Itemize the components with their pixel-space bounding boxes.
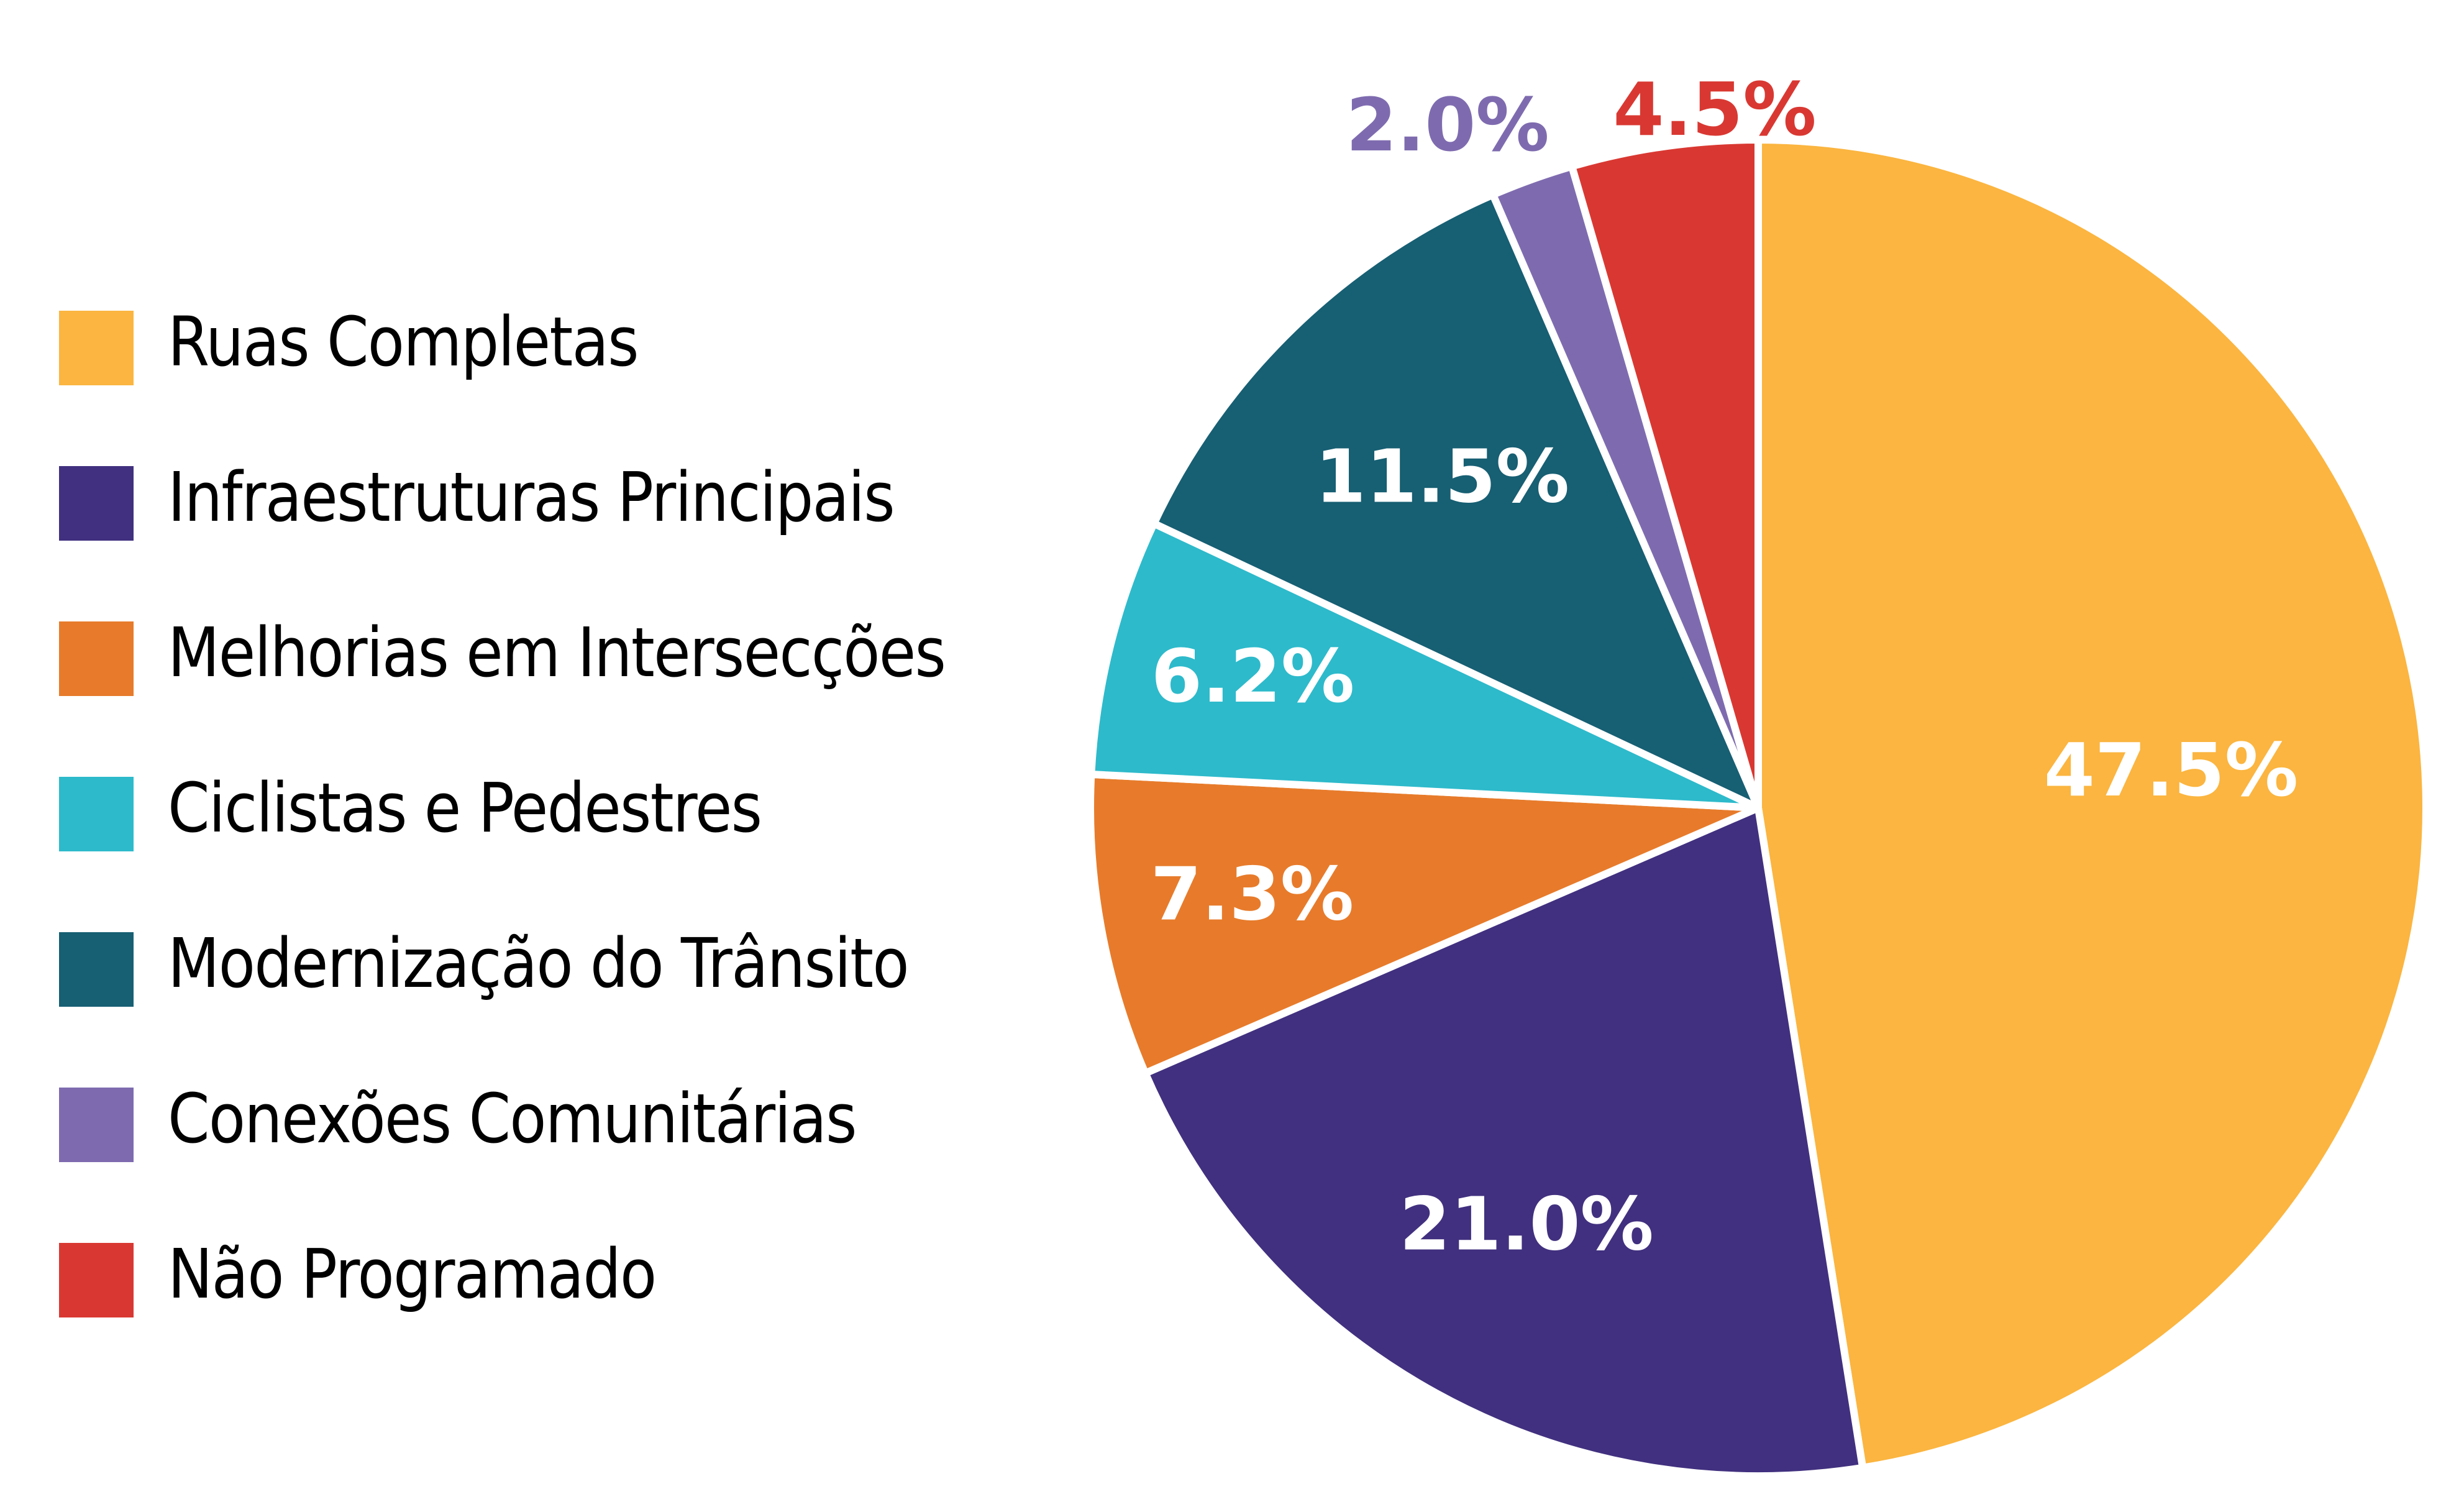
legend-swatch xyxy=(59,1243,134,1317)
pie-slice xyxy=(1087,770,1762,1077)
legend-swatch xyxy=(59,466,134,541)
pie-slice xyxy=(1150,191,1762,812)
legend-label: Infraestruturas Principais xyxy=(168,457,895,537)
legend-swatch xyxy=(59,311,134,385)
slice-value-label: 47.5% xyxy=(2044,727,2298,813)
pie-slices xyxy=(1087,136,2430,1480)
legend-label: Ruas Completas xyxy=(168,302,639,382)
slice-value-label: 4.5% xyxy=(1613,66,1816,152)
legend-label: Ciclistas e Pedestres xyxy=(168,768,762,848)
legend-label: Conexões Comunitárias xyxy=(168,1079,857,1158)
legend-swatch xyxy=(59,621,134,696)
legend-label: Modernização do Trânsito xyxy=(168,923,910,1003)
slice-value-label: 2.0% xyxy=(1346,82,1549,168)
pie-slice xyxy=(1141,804,1867,1480)
legend-label: Não Programado xyxy=(168,1234,657,1314)
slice-value-label: 6.2% xyxy=(1151,633,1354,719)
pie-labels: 47.5% 21.0% 7.3% 6.2% 11.5% 2.0% 4.5% xyxy=(1151,66,2298,1267)
slice-value-label: 21.0% xyxy=(1399,1181,1653,1267)
pie-slice xyxy=(1087,520,1762,812)
legend-label: Melhorias em Intersecções xyxy=(168,613,946,692)
legend-swatch xyxy=(59,777,134,851)
slice-value-label: 11.5% xyxy=(1315,433,1569,519)
legend-swatch xyxy=(59,932,134,1007)
slice-value-label: 7.3% xyxy=(1151,851,1354,937)
pie-slice xyxy=(1568,136,1762,812)
pie-slice xyxy=(1754,136,2430,1472)
legend-swatch xyxy=(59,1088,134,1162)
